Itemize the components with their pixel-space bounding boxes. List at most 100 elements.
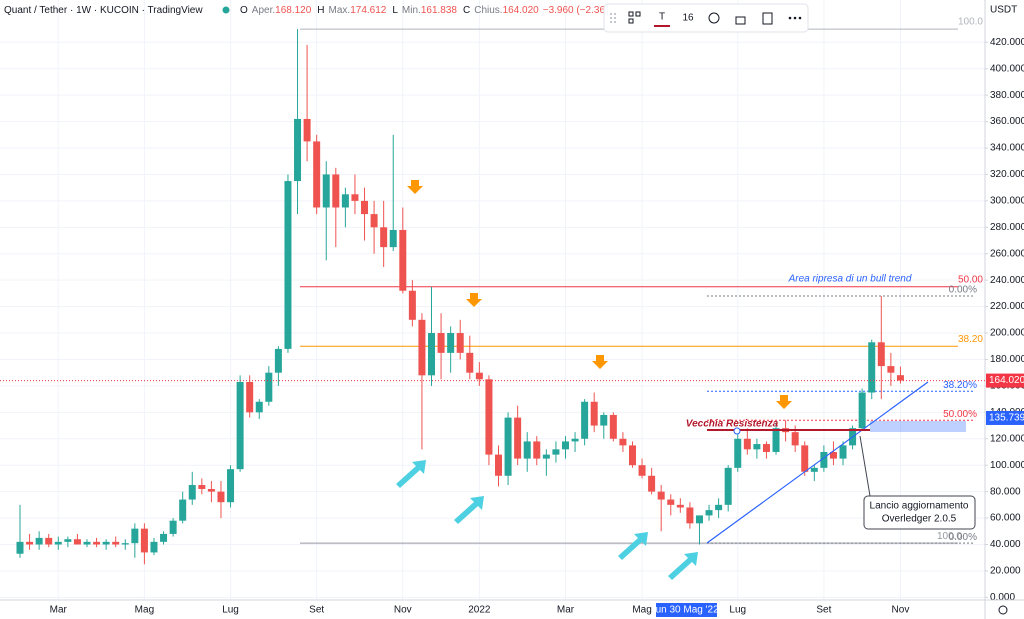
level-label: 38.20 <box>958 334 983 345</box>
candle-body <box>361 200 369 215</box>
candle-body <box>695 515 703 524</box>
y-tick-label: 240.000 <box>990 275 1024 286</box>
candle-body <box>858 392 866 429</box>
candle-body <box>533 441 541 459</box>
text-color-button[interactable]: T <box>659 12 665 23</box>
candle-body <box>294 118 302 182</box>
candle-body <box>112 541 120 545</box>
candle-body <box>590 401 598 426</box>
candle-body <box>581 401 589 439</box>
toolbar-bg <box>603 3 809 33</box>
candle-body <box>408 290 416 320</box>
candle-body <box>83 541 91 545</box>
callout-text: Overledger 2.0.5 <box>882 514 957 525</box>
candle-body <box>724 467 732 505</box>
x-tick-label: Mar <box>50 605 68 616</box>
candle-body <box>351 194 359 201</box>
candle-body <box>514 417 522 459</box>
y-tick-label: 380.000 <box>990 90 1024 101</box>
candle-body <box>820 451 828 468</box>
y-tick-label: 60.000 <box>990 513 1021 524</box>
candle-body <box>35 537 43 545</box>
x-tick-label: Nov <box>892 605 910 616</box>
settings-button[interactable] <box>708 12 720 24</box>
x-tick-label: Set <box>309 605 324 616</box>
toolbar: T 16 <box>603 3 809 33</box>
fib-label: 0.00% <box>949 532 977 543</box>
drag-handle[interactable] <box>610 13 616 23</box>
y-tick-label: 220.000 <box>990 301 1024 312</box>
y-tick-label: 80.000 <box>990 486 1021 497</box>
candle-body <box>839 445 847 459</box>
candle-body <box>868 342 876 393</box>
y-tick-label: 360.000 <box>990 116 1024 127</box>
level-label: 50.00 <box>958 274 983 285</box>
candle-body <box>504 417 512 476</box>
candle-body <box>246 381 254 413</box>
ohlc-key: C <box>463 5 470 16</box>
candle-body <box>26 541 34 545</box>
candle-body <box>810 467 818 472</box>
candle-body <box>791 432 799 446</box>
candle-body <box>772 428 780 452</box>
y-tick-label: 200.000 <box>990 328 1024 339</box>
x-tick-label: Mag <box>135 605 154 616</box>
lock-button[interactable] <box>735 16 746 25</box>
crosshair-label: lun 30 Mag '22 <box>653 605 719 616</box>
candle-body <box>150 541 158 553</box>
candle-body <box>255 401 263 413</box>
template-button[interactable] <box>628 11 641 24</box>
candle-body <box>686 507 694 524</box>
x-tick-label: Set <box>816 605 831 616</box>
candle-body <box>179 499 187 521</box>
level-label: 100.0 <box>958 17 983 28</box>
up-arrows <box>396 460 698 580</box>
candle-body <box>284 181 292 349</box>
candle-body <box>399 229 407 291</box>
y-tick-label: 180.000 <box>990 354 1024 365</box>
settings-gear[interactable] <box>998 605 1008 615</box>
candle-body <box>169 520 177 534</box>
candle-body <box>609 414 617 439</box>
y-tick-label: 0.000 <box>990 592 1015 603</box>
candle-body <box>418 319 426 376</box>
candle-body <box>332 174 340 208</box>
ohlc-value: 168.120 <box>275 5 312 16</box>
callout-pointer <box>859 435 871 497</box>
candle-body <box>54 541 62 545</box>
candle-body <box>648 475 656 492</box>
y-tick-label: 320.000 <box>990 169 1024 180</box>
candle-body <box>188 485 196 500</box>
x-tick-label: Nov <box>394 605 412 616</box>
header: Quant / Tether · 1W · KUCOIN · TradingVi… <box>4 5 203 16</box>
ohlc-value: 174.612 <box>350 5 387 16</box>
ohlc-value: 164.020 <box>503 5 540 16</box>
trend-line <box>706 381 929 544</box>
ohlc-value: 161.838 <box>421 5 458 16</box>
font-size-button[interactable]: 16 <box>682 13 694 24</box>
candle-body <box>73 539 81 545</box>
candle-body <box>523 441 531 459</box>
more-button[interactable] <box>788 16 802 20</box>
candle-body <box>887 366 895 373</box>
candle-body <box>753 444 761 450</box>
candle-body <box>495 454 502 476</box>
y-tick-label: 260.000 <box>990 248 1024 259</box>
candle-body <box>667 499 675 505</box>
candle-body <box>801 445 809 472</box>
level-label: 100.0 <box>937 531 962 542</box>
candle-body <box>102 541 110 545</box>
candle-body <box>322 174 330 208</box>
candle-body <box>380 227 388 248</box>
candle-body <box>619 438 627 446</box>
candle-body <box>734 438 742 468</box>
y-tick-label: 120.000 <box>990 433 1024 444</box>
x-tick-label: Mag <box>632 605 651 616</box>
fib-label: 38.20% <box>943 380 977 391</box>
candle-body <box>207 488 215 492</box>
delete-button[interactable] <box>762 12 773 25</box>
candle-body <box>265 372 273 402</box>
price-tag-label: 135.739 <box>989 413 1024 424</box>
candle-body <box>227 469 235 503</box>
